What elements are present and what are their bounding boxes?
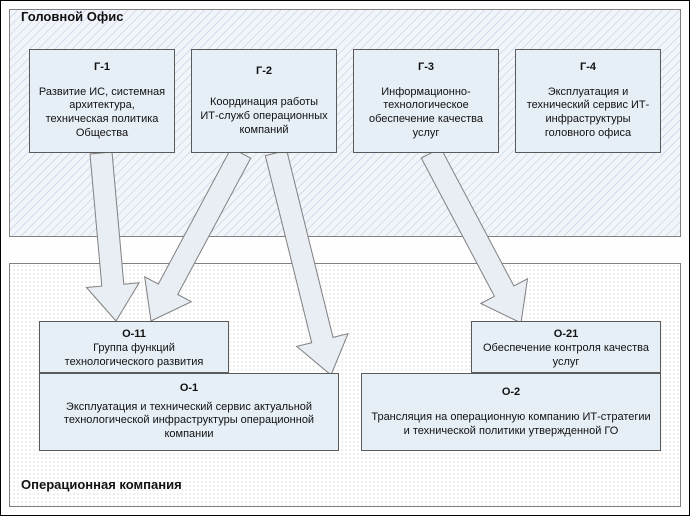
node-o11-text: Группа функций технологического развития xyxy=(48,342,220,370)
node-g3-code: Г-3 xyxy=(418,61,434,75)
node-o1-text: Эксплуатация и технический сервис актуал… xyxy=(48,401,330,442)
node-g3-text: Информационно-технологическое обеспечени… xyxy=(362,86,490,141)
node-g4-text: Эксплуатация и технический сервис ИТ-инф… xyxy=(524,86,652,141)
node-o11: О-11 Группа функций технологического раз… xyxy=(39,321,229,373)
region-head-office-label: Головной Офис xyxy=(21,9,123,24)
node-g2: Г-2 Координация работы ИТ-служб операцио… xyxy=(191,49,337,153)
diagram-canvas: Головной Офис Операционная компания Г-1 … xyxy=(0,0,690,516)
node-o21-text: Обеспечение контроля качества услуг xyxy=(480,342,652,370)
node-g4: Г-4 Эксплуатация и технический сервис ИТ… xyxy=(515,49,661,153)
node-o21: О-21 Обеспечение контроля качества услуг xyxy=(471,321,661,373)
node-o2-text: Трансляция на операционную компанию ИТ-с… xyxy=(370,411,652,439)
node-o2-code: О-2 xyxy=(502,386,520,400)
node-g2-code: Г-2 xyxy=(256,65,272,79)
node-g2-text: Координация работы ИТ-служб операционных… xyxy=(200,96,328,137)
node-g1: Г-1 Развитие ИС, системная архитектура, … xyxy=(29,49,175,153)
node-g4-code: Г-4 xyxy=(580,61,596,75)
node-g1-text: Развитие ИС, системная архитектура, техн… xyxy=(38,86,166,141)
node-o11-code: О-11 xyxy=(122,328,146,342)
node-o2: О-2 Трансляция на операционную компанию … xyxy=(361,373,661,451)
node-g1-code: Г-1 xyxy=(94,61,110,75)
node-g3: Г-3 Информационно-технологическое обеспе… xyxy=(353,49,499,153)
node-o1: О-1 Эксплуатация и технический сервис ак… xyxy=(39,373,339,451)
node-o21-code: О-21 xyxy=(554,328,578,342)
region-operational-company-label: Операционная компания xyxy=(21,477,182,492)
node-o1-code: О-1 xyxy=(180,382,198,396)
